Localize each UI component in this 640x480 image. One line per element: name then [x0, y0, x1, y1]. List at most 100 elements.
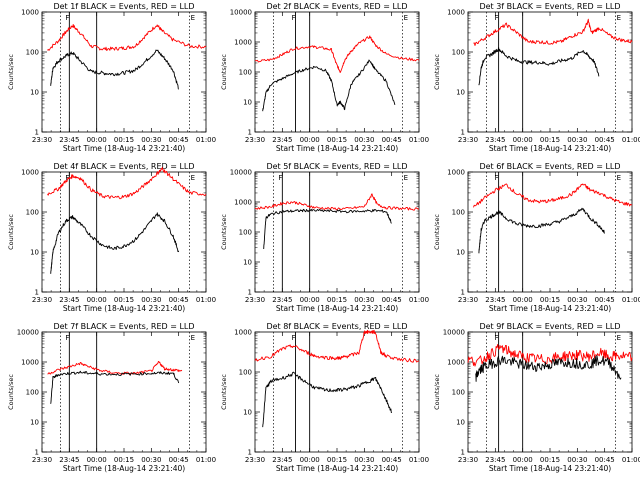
x-axis-label: Start Time (18-Aug-14 23:21:40): [63, 464, 185, 473]
y-axis-label: Counts/sec: [433, 54, 441, 90]
marker-label-f: F: [495, 14, 499, 22]
y-tick-label: 100: [452, 209, 465, 217]
chart-panel-7: Det 7f BLACK = Events, RED = LLD 1 10 100 10…: [7, 322, 216, 473]
x-tick-label: 01:00: [196, 136, 216, 144]
x-tick-label: 00:30: [567, 456, 587, 464]
marker-label-e: E: [617, 14, 621, 22]
series-line-events: [262, 371, 393, 428]
chart-title: Det 6f BLACK = Events, RED = LLD: [479, 162, 620, 171]
x-tick-label: 00:00: [87, 136, 107, 144]
x-tick-label: 00:45: [169, 136, 189, 144]
chart-title: Det 2f BLACK = Events, RED = LLD: [266, 2, 407, 11]
y-tick-label: 10: [243, 259, 252, 267]
x-tick-label: 23:45: [59, 296, 79, 304]
y-tick-label: 1: [461, 449, 465, 457]
x-tick-label: 00:00: [513, 296, 533, 304]
x-tick-label: 23:30: [32, 456, 52, 464]
x-axis-label: Start Time (18-Aug-14 23:21:40): [276, 144, 398, 153]
series-line-lld: [47, 24, 207, 52]
y-axis-label: Counts/sec: [433, 214, 441, 250]
x-tick-label: 00:00: [513, 456, 533, 464]
y-tick-label: 1: [35, 289, 39, 297]
x-tick-label: 00:15: [114, 296, 134, 304]
y-axis-label: Counts/sec: [220, 214, 228, 250]
x-tick-label: 01:00: [622, 136, 640, 144]
y-tick-label: 1000: [234, 39, 252, 47]
x-axis-label: Start Time (18-Aug-14 23:21:40): [63, 304, 185, 313]
plot-frame: [467, 11, 633, 133]
chart-panel-9: Det 9f BLACK = Events, RED = LLD 1 10 100 10…: [433, 322, 640, 473]
marker-label-e: E: [191, 14, 195, 22]
chart-title: Det 8f BLACK = Events, RED = LLD: [266, 322, 407, 331]
y-tick-label: 1: [248, 289, 252, 297]
series-line-events: [50, 370, 180, 404]
series-line-events: [478, 207, 605, 254]
x-tick-label: 00:15: [540, 136, 560, 144]
y-tick-label: 10000: [17, 329, 39, 337]
chart-title: Det 4f BLACK = Events, RED = LLD: [53, 162, 194, 171]
x-tick-label: 00:15: [540, 296, 560, 304]
x-tick-label: 23:30: [458, 296, 478, 304]
x-tick-label: 00:00: [300, 456, 320, 464]
series-line-events: [262, 59, 396, 112]
x-tick-label: 00:45: [595, 136, 615, 144]
y-tick-label: 1000: [21, 169, 39, 177]
x-tick-label: 23:30: [458, 456, 478, 464]
x-tick-label: 23:30: [458, 136, 478, 144]
marker-label-f: F: [278, 174, 282, 182]
plot-frame: [254, 171, 420, 293]
y-tick-label: 1: [248, 449, 252, 457]
y-tick-label: 10000: [230, 9, 252, 17]
marker-label-f: F: [291, 14, 295, 22]
x-tick-label: 00:00: [300, 296, 320, 304]
series-line-events: [478, 46, 600, 86]
marker-label-f: F: [65, 334, 69, 342]
chart-title: Det 9f BLACK = Events, RED = LLD: [479, 322, 620, 331]
x-tick-label: 00:30: [354, 136, 374, 144]
x-tick-label: 01:00: [622, 296, 640, 304]
y-tick-label: 1000: [447, 359, 465, 367]
x-tick-label: 00:15: [327, 136, 347, 144]
x-tick-label: 23:30: [32, 296, 52, 304]
x-tick-label: 23:45: [59, 136, 79, 144]
chart-title: Det 5f BLACK = Events, RED = LLD: [266, 162, 407, 171]
y-tick-label: 1: [461, 289, 465, 297]
y-axis-label: Counts/sec: [220, 54, 228, 90]
x-tick-label: 00:45: [169, 456, 189, 464]
y-tick-label: 1000: [234, 199, 252, 207]
y-tick-label: 10: [456, 419, 465, 427]
y-tick-label: 100: [239, 369, 252, 377]
x-tick-label: 23:45: [272, 136, 292, 144]
x-tick-label: 00:00: [513, 136, 533, 144]
chart-title: Det 1f BLACK = Events, RED = LLD: [53, 2, 194, 11]
marker-label-e: E: [404, 334, 408, 342]
y-axis-label: Counts/sec: [220, 374, 228, 410]
y-tick-label: 100: [26, 209, 39, 217]
x-tick-label: 23:45: [485, 136, 505, 144]
x-tick-label: 23:30: [245, 136, 265, 144]
y-tick-label: 10: [30, 419, 39, 427]
series-line-lld: [473, 18, 633, 46]
x-tick-label: 00:30: [354, 456, 374, 464]
x-tick-label: 01:00: [196, 456, 216, 464]
marker-label-f: F: [495, 174, 499, 182]
marker-label-f: F: [65, 174, 69, 182]
chart-panel-1: Det 1f BLACK = Events, RED = LLD 1 10 100 10…: [7, 2, 216, 153]
x-tick-label: 00:15: [327, 456, 347, 464]
marker-label-f: F: [291, 334, 295, 342]
x-tick-label: 23:30: [245, 296, 265, 304]
series-line-events: [50, 49, 179, 90]
y-tick-label: 100: [239, 69, 252, 77]
x-tick-label: 23:45: [59, 456, 79, 464]
series-line-lld: [254, 329, 420, 363]
x-tick-label: 00:30: [354, 296, 374, 304]
y-tick-label: 10: [30, 89, 39, 97]
x-tick-label: 00:00: [300, 136, 320, 144]
plot-frame: [254, 11, 420, 133]
y-tick-label: 1000: [234, 329, 252, 337]
x-tick-label: 00:30: [141, 296, 161, 304]
chart-panel-8: Det 8f BLACK = Events, RED = LLD 1 10 100 10…: [220, 322, 429, 473]
marker-label-e: E: [404, 14, 408, 22]
x-axis-label: Start Time (18-Aug-14 23:21:40): [276, 464, 398, 473]
